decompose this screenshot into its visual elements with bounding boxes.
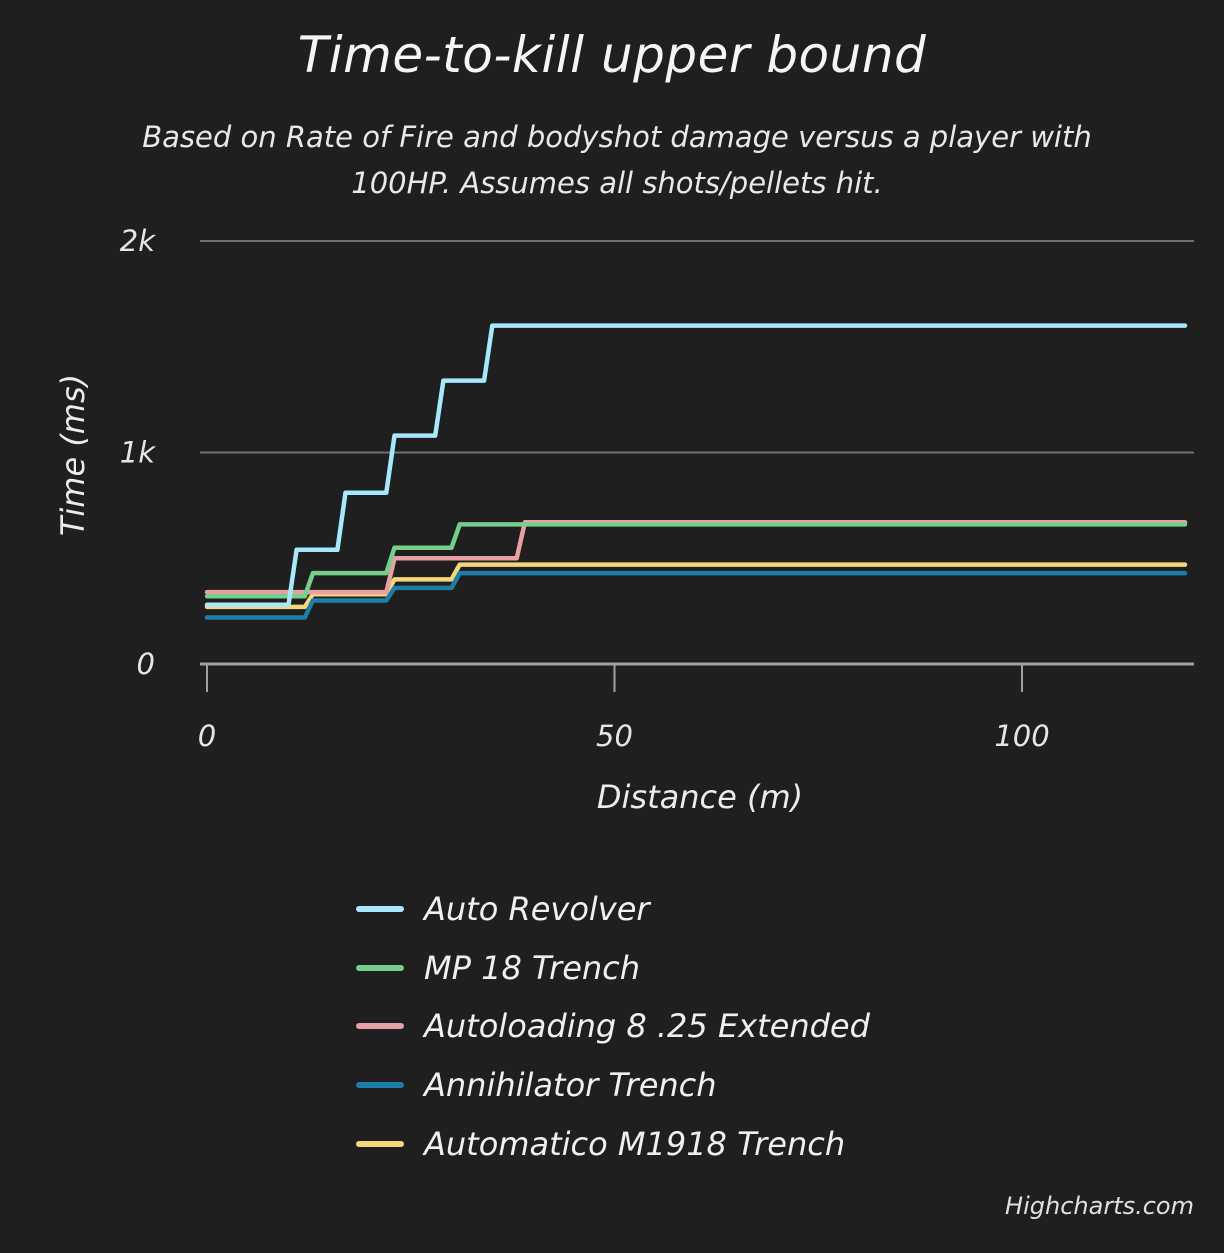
y-tick-label: 0 — [137, 647, 155, 681]
series-line-auto-revolver[interactable] — [204, 323, 1188, 608]
x-tick-label: 0 — [198, 719, 216, 753]
y-tick-label: 1k — [120, 436, 156, 470]
legend-item[interactable]: Annihilator Trench — [356, 1056, 870, 1115]
y-axis: 0 1k 2k — [120, 224, 156, 681]
y-tick-label: 2k — [120, 224, 156, 258]
legend-label: Annihilator Trench — [424, 1066, 717, 1105]
legend-swatch — [356, 964, 404, 971]
series-line-autoloading-8-25-extended[interactable] — [204, 520, 1188, 595]
y-axis-title: Time (ms) — [54, 373, 92, 537]
legend-item[interactable]: Automatico M1918 Trench — [356, 1114, 870, 1173]
legend-label: MP 18 Trench — [424, 948, 641, 987]
credits-link[interactable]: Highcharts.com — [1005, 1192, 1194, 1220]
legend-item[interactable]: MP 18 Trench — [356, 939, 870, 998]
grid-lines — [200, 240, 1194, 666]
x-tick-label: 100 — [994, 719, 1049, 753]
legend-label: Auto Revolver — [424, 890, 650, 929]
legend-label: Automatico M1918 Trench — [424, 1124, 846, 1163]
chart-subtitle: Based on Rate of Fire and bodyshot damag… — [142, 120, 1092, 200]
x-tick-label: 50 — [596, 719, 633, 753]
series-lines — [204, 323, 1188, 620]
legend: Auto Revolver MP 18 Trench Autoloading 8 .… — [356, 880, 870, 1173]
series-line-annihilator-trench[interactable] — [204, 570, 1188, 620]
legend-swatch — [356, 1140, 404, 1147]
legend-label: Autoloading 8 .25 Extended — [424, 1007, 870, 1046]
legend-item[interactable]: Auto Revolver — [356, 880, 870, 939]
legend-swatch — [356, 1023, 404, 1030]
legend-item[interactable]: Autoloading 8 .25 Extended — [356, 997, 870, 1056]
chart-title: Time-to-kill upper bound — [297, 26, 927, 84]
legend-swatch — [356, 1082, 404, 1089]
x-axis: 0 50 100 — [198, 664, 1050, 753]
x-axis-title: Distance (m) — [596, 778, 804, 816]
series-line-automatico-m1918-trench[interactable] — [204, 562, 1188, 610]
legend-swatch — [356, 906, 404, 913]
series-line-mp-18-trench[interactable] — [204, 522, 1188, 599]
